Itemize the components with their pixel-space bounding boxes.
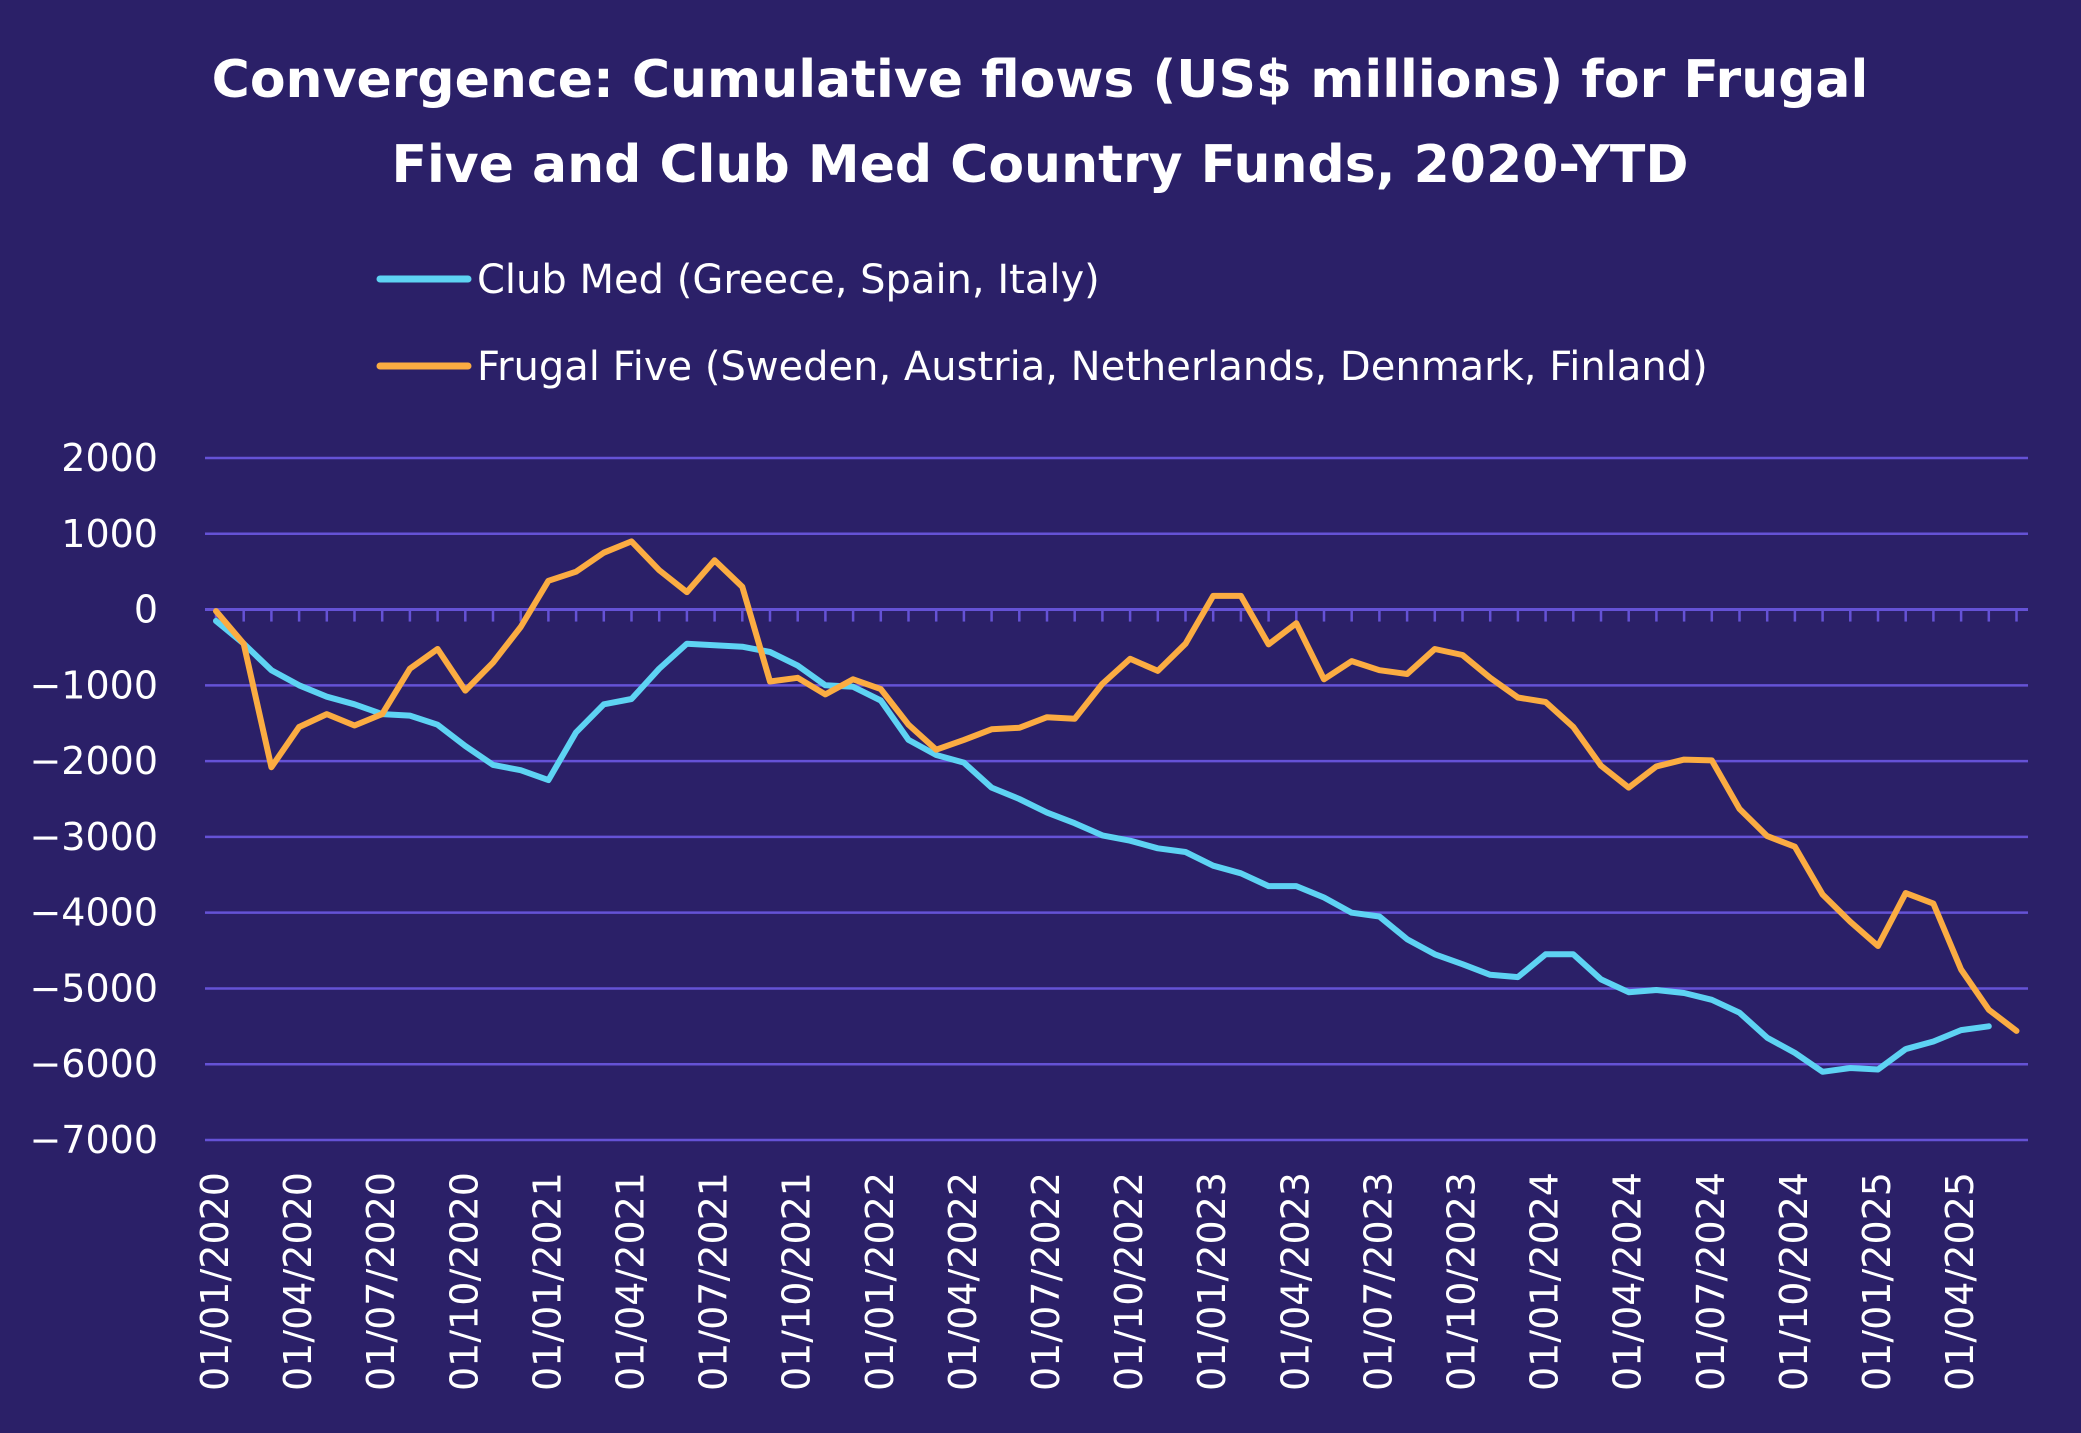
x-tick-label-9: 01/04/2022	[941, 1172, 985, 1391]
chart-title-line-1: Convergence: Cumulative flows (US$ milli…	[212, 50, 1869, 110]
series-lines	[213, 538, 2020, 1075]
chart-title-line-2: Five and Club Med Country Funds, 2020-YT…	[391, 135, 1688, 195]
y-tick-label-6: −4000	[29, 891, 158, 935]
y-tick-label-8: −6000	[29, 1042, 158, 1086]
y-tick-label-3: −1000	[29, 663, 158, 707]
x-tick-label-21: 01/04/2025	[1938, 1172, 1982, 1391]
legend-label-club-med: Club Med (Greece, Spain, Italy)	[477, 257, 1100, 303]
x-tick-label-0: 01/01/2020	[193, 1172, 237, 1391]
legend-item-club-med: Club Med (Greece, Spain, Italy)	[376, 257, 1100, 303]
x-tick-label-1: 01/04/2020	[276, 1172, 320, 1391]
x-tick-label-5: 01/04/2021	[609, 1172, 653, 1391]
series-line-club-med	[213, 617, 1992, 1075]
x-tick-label-20: 01/01/2025	[1855, 1172, 1899, 1391]
legend-label-frugal-five: Frugal Five (Sweden, Austria, Netherland…	[477, 344, 1708, 390]
x-tick-label-15: 01/10/2023	[1440, 1172, 1484, 1391]
x-tick-label-11: 01/10/2022	[1107, 1172, 1151, 1391]
x-tick-label-17: 01/04/2024	[1606, 1172, 1650, 1391]
x-tick-label-16: 01/01/2024	[1523, 1172, 1567, 1391]
x-tick-label-19: 01/10/2024	[1772, 1172, 1816, 1391]
y-tick-label-7: −5000	[29, 966, 158, 1010]
x-tick-label-7: 01/10/2021	[775, 1172, 819, 1391]
x-tick-label-2: 01/07/2020	[359, 1172, 403, 1391]
x-tick-label-3: 01/10/2020	[442, 1172, 486, 1391]
x-tick-label-12: 01/01/2023	[1190, 1172, 1234, 1391]
y-axis-tick-labels: 2000 1000 0 −1000 −2000 −3000 −4000 −5000 −6000 −…	[29, 436, 158, 1162]
x-tick-label-10: 01/07/2022	[1024, 1172, 1068, 1391]
legend-item-frugal-five: Frugal Five (Sweden, Austria, Netherland…	[376, 344, 1708, 390]
x-tick-label-6: 01/07/2021	[692, 1172, 736, 1391]
x-tick-label-13: 01/04/2023	[1273, 1172, 1317, 1391]
y-tick-label-9: −7000	[29, 1118, 158, 1162]
y-tick-label-2: 0	[134, 588, 158, 632]
y-tick-label-5: −3000	[29, 815, 158, 859]
x-tick-label-18: 01/07/2024	[1689, 1172, 1733, 1391]
y-tick-label-1: 1000	[61, 512, 158, 556]
x-axis: 01/01/2020 01/04/2020 01/07/2020 01/10/2020…	[193, 609, 2018, 1391]
y-tick-label-0: 2000	[61, 436, 158, 480]
x-tick-label-14: 01/07/2023	[1356, 1172, 1400, 1391]
x-tick-label-8: 01/01/2022	[858, 1172, 902, 1391]
legend: Club Med (Greece, Spain, Italy) Frugal F…	[376, 257, 1708, 390]
x-tick-label-4: 01/01/2021	[525, 1172, 569, 1391]
y-tick-label-4: −2000	[29, 739, 158, 783]
series-line-frugal-five	[213, 538, 2020, 1034]
